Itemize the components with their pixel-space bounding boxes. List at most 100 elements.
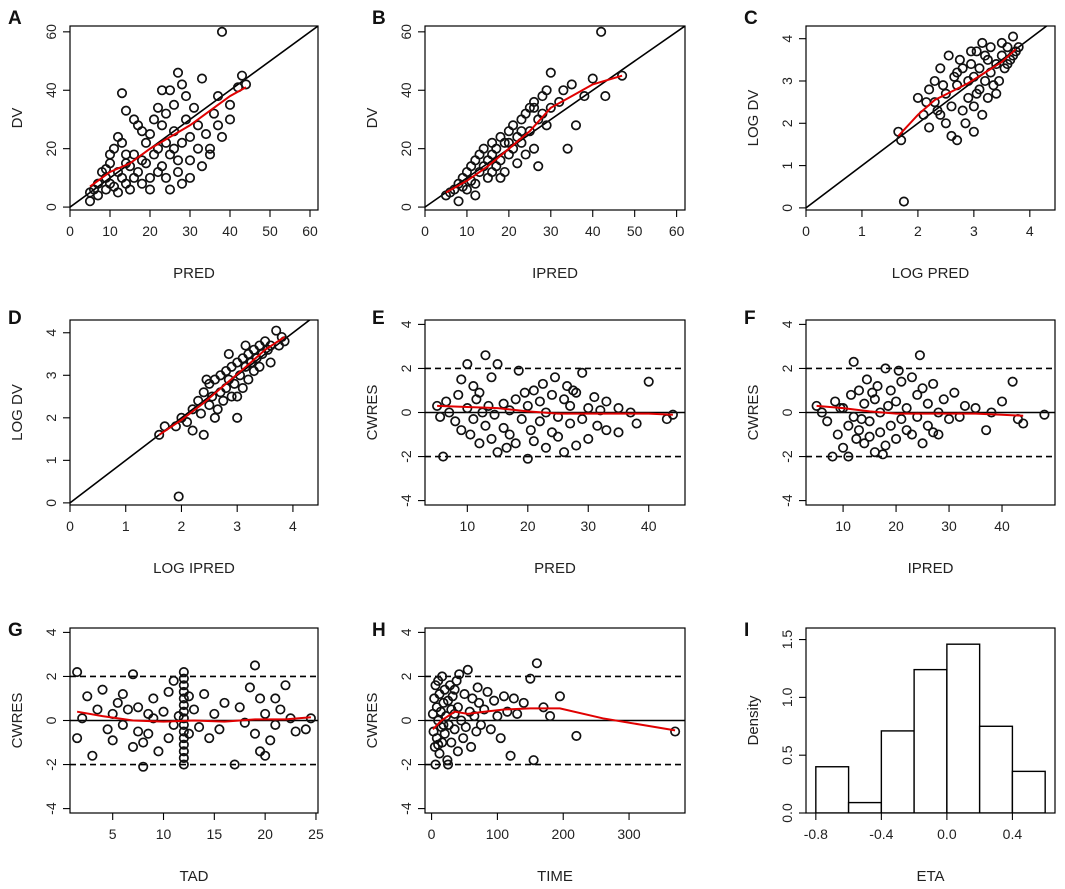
data-point (178, 739, 189, 750)
x-tick-label: 20 (520, 518, 536, 534)
data-point (859, 438, 870, 449)
plot-frame (805, 25, 1056, 211)
data-point (454, 669, 465, 680)
x-tick-label: 60 (669, 223, 685, 239)
data-point (181, 417, 193, 428)
y-tick-label: 3 (43, 371, 59, 379)
data-point (993, 75, 1005, 87)
data-point (495, 131, 506, 143)
y-tick-label: 2 (398, 364, 414, 372)
data-point (138, 737, 149, 748)
data-point (853, 385, 865, 396)
data-point (442, 759, 454, 770)
plot-area (425, 350, 685, 464)
x-tick-label: 20 (888, 518, 904, 534)
data-point (265, 357, 276, 368)
data-point (483, 400, 494, 411)
data-point (208, 108, 220, 119)
data-point (519, 387, 530, 398)
data-point (486, 372, 497, 383)
data-point (520, 108, 531, 119)
y-axis-label: Density (745, 695, 762, 746)
data-point (183, 691, 194, 702)
data-point (480, 350, 491, 361)
data-point (433, 739, 444, 750)
data-point (453, 196, 464, 207)
data-point (178, 759, 189, 770)
data-point (107, 735, 118, 746)
data-point (474, 149, 485, 160)
data-point (468, 414, 479, 425)
data-point (156, 85, 168, 96)
data-point (216, 26, 228, 37)
data-point (845, 389, 857, 400)
data-point (196, 73, 208, 84)
data-point (583, 433, 594, 444)
data-point (996, 37, 1007, 48)
data-point (479, 704, 490, 715)
data-point (447, 691, 458, 702)
x-tick-label: 10 (156, 826, 172, 842)
y-tick-label: 4 (779, 35, 795, 43)
data-point (901, 403, 912, 414)
plot-frame (424, 25, 686, 211)
data-point (914, 350, 925, 361)
y-axis-label: DV (9, 108, 26, 129)
data-point (236, 70, 248, 81)
data-point (240, 79, 252, 90)
histogram-bar (847, 801, 883, 813)
data-point (528, 385, 539, 396)
data-point (144, 129, 156, 140)
data-point (223, 348, 234, 360)
data-point (832, 429, 843, 440)
data-point (192, 143, 204, 154)
data-point (498, 691, 510, 702)
x-tick-label: 20 (257, 826, 273, 842)
data-point (499, 166, 510, 178)
x-tick-label: 20 (501, 223, 517, 239)
data-point (478, 143, 489, 154)
data-point (152, 102, 164, 113)
data-point (207, 391, 218, 402)
y-axis-label: LOG DV (9, 384, 26, 441)
data-point (867, 387, 878, 398)
data-point (522, 453, 533, 464)
x-tick-label: 30 (182, 223, 198, 239)
data-point (617, 70, 628, 81)
data-point (940, 118, 951, 129)
data-point (108, 143, 120, 154)
data-point (468, 381, 479, 392)
x-axis-label: IPRED (532, 265, 578, 282)
data-point (528, 143, 540, 154)
smooth-line (897, 48, 1017, 137)
panel-letter: G (8, 620, 23, 641)
y-tick-label: -4 (398, 494, 414, 507)
data-point (438, 719, 449, 730)
data-point (112, 697, 123, 708)
data-point (848, 411, 859, 422)
data-point (180, 91, 192, 102)
x-tick-label: 5 (109, 826, 117, 842)
data-point (838, 442, 849, 453)
x-axis-label: TIME (537, 868, 573, 885)
histogram-bar (815, 766, 850, 813)
data-point (981, 425, 992, 436)
plot-area (425, 658, 685, 770)
data-point (880, 440, 891, 451)
identity-line (70, 26, 318, 209)
data-point (938, 80, 949, 91)
data-point (917, 438, 928, 449)
data-point (891, 433, 902, 444)
data-point (928, 378, 939, 389)
data-point (843, 451, 854, 462)
y-tick-label: 2 (398, 672, 414, 680)
data-point (163, 686, 174, 697)
data-point (138, 761, 149, 772)
data-point (534, 396, 545, 407)
plot-frame (805, 627, 1056, 814)
data-point (204, 149, 216, 160)
data-point (503, 126, 514, 137)
y-tick-label: 4 (779, 320, 795, 328)
smooth-line (445, 74, 623, 194)
data-point (499, 137, 510, 148)
